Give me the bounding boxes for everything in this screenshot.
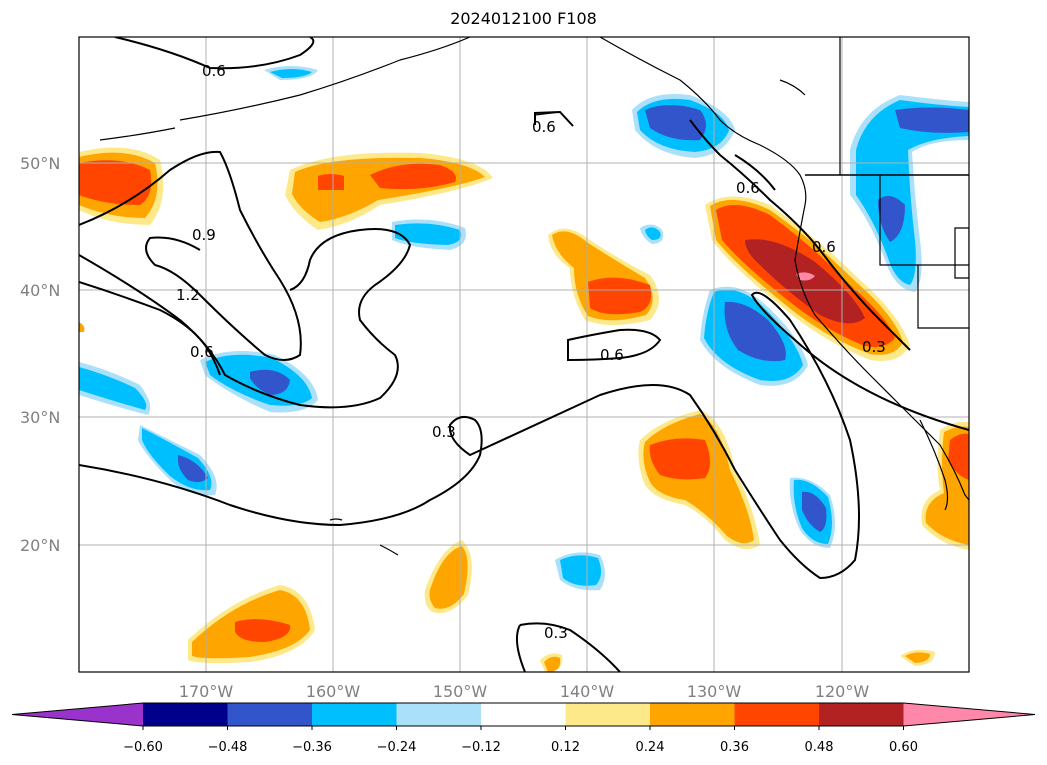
colorbar-tick-label: −0.12 [461,740,501,755]
negative-anomaly-165w [200,351,318,413]
lon-label: 160°W [306,682,361,701]
contour-label: 0.6 [812,238,836,256]
colorbar-tick-label: 0.36 [720,740,749,755]
contour-label: 0.3 [544,624,568,642]
contour-label: 0.6 [190,343,214,361]
negative-anomaly-155w [392,219,466,250]
colorbar: −0.60 −0.48 −0.36 −0.24 −0.12 0.12 0.24 0.36 0.4… [11,702,1036,755]
negative-anomaly-170w [138,425,217,496]
contour-label: 0.3 [432,423,456,441]
colorbar-extend-low [12,703,143,726]
colorbar-swatch [143,703,228,726]
colorbar-swatch [227,703,313,726]
lon-label: 140°W [560,682,615,701]
positive-anomaly-132w [638,410,760,549]
shaded-fields [79,66,969,672]
colorbar-tick-label: −0.24 [377,740,417,755]
lat-label: 40°N [20,281,60,300]
longitude-labels: 170°W 160°W 150°W 140°W 130°W 120°W [179,682,870,701]
graticule [79,37,969,672]
positive-anomaly-east [921,421,969,550]
lat-label: 50°N [20,154,60,173]
contour-label: 1.2 [176,286,200,304]
colorbar-tick-label: 0.24 [636,740,665,755]
lat-label: 30°N [20,408,60,427]
contour-label: 0.3 [862,338,886,356]
positive-anomaly-140w [548,228,659,325]
contour-label: 0.6 [202,62,226,80]
colorbar-swatch [565,703,651,726]
colorbar-swatch [312,703,397,726]
lon-label: 170°W [179,682,234,701]
chart-title: 2024012100 F108 [450,9,597,28]
negative-anomaly-130w-north [632,94,735,158]
negative-anomaly-117w [850,95,969,292]
colorbar-tick-label: −0.60 [123,740,163,755]
latitude-labels: 50°N 40°N 30°N 20°N [20,154,60,555]
lon-label: 130°W [687,682,742,701]
positive-anomaly-160w [285,152,493,230]
contour-labels: 0.6 0.6 0.9 1.2 0.6 0.6 0.3 0.6 0.6 0.3 … [176,62,886,642]
colorbar-swatch [819,703,904,726]
contours [79,37,969,672]
colorbar-tick-label: 0.12 [551,740,580,755]
contour-label: 0.6 [736,179,760,197]
lon-label: 150°W [433,682,488,701]
contour-label: 0.6 [532,118,556,136]
contour-label: 0.9 [192,226,216,244]
positive-anomaly-165w-south [188,585,315,664]
positive-anomaly-northwest [79,147,164,225]
colorbar-tick-label: −0.48 [208,740,248,755]
colorbar-tick-label: −0.36 [292,740,332,755]
colorbar-tick-label: 0.60 [889,740,918,755]
colorbar-tick-label: 0.48 [805,740,834,755]
lat-label: 20°N [20,536,60,555]
colorbar-swatch [734,703,820,726]
contour-label: 0.6 [600,346,624,364]
colorbar-swatch [396,703,482,726]
colorbar-extend-high [903,703,1035,726]
coastlines [99,37,969,556]
lon-label: 120°W [815,682,870,701]
positive-anomaly-125w [705,196,910,361]
negative-anomaly-128w [700,286,808,386]
plot-frame [78,36,970,673]
colorbar-swatch [650,703,735,726]
colorbar-swatch [481,703,566,726]
